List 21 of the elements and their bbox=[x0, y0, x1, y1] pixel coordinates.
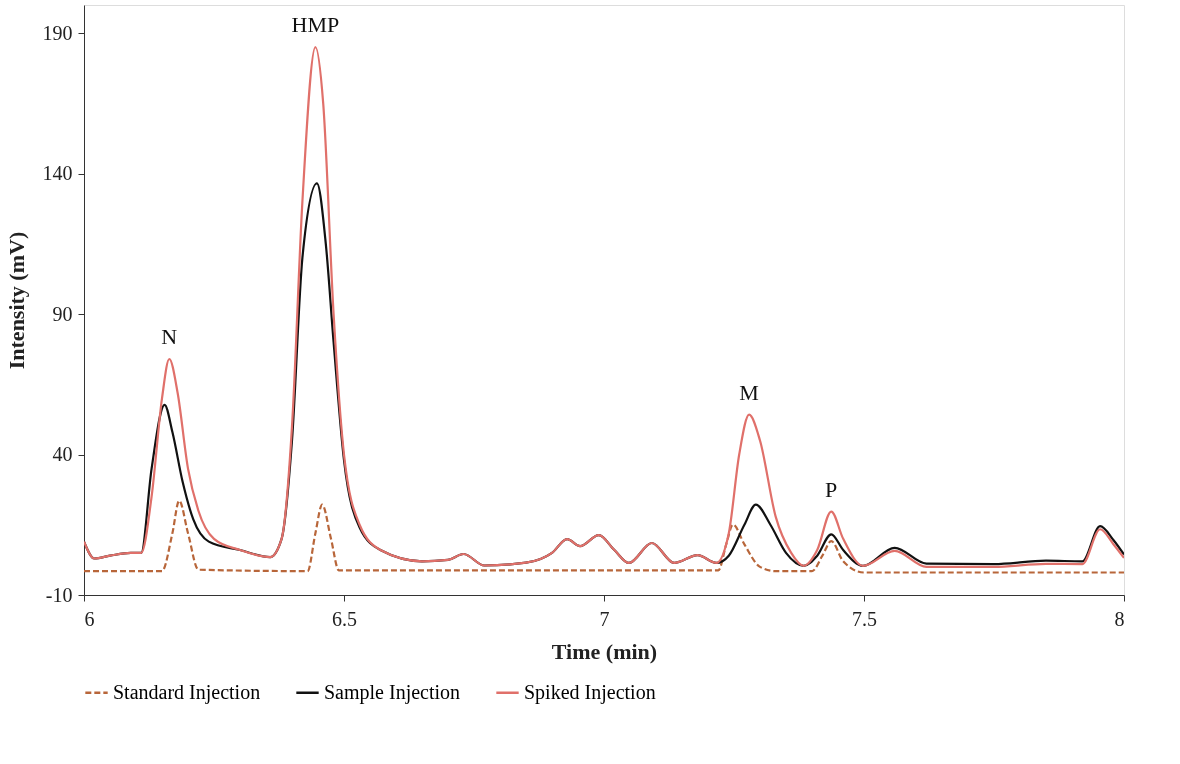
x-tick-label: 6.5 bbox=[332, 607, 357, 630]
y-tick-label: 40 bbox=[52, 443, 73, 466]
annotation: HMP bbox=[291, 12, 340, 38]
x-tick-label: 7 bbox=[599, 607, 610, 630]
legend-label: Spiked Injection bbox=[524, 680, 656, 704]
x-tick-label: 6 bbox=[84, 607, 95, 630]
line-series bbox=[84, 46, 1124, 569]
x-axis-title: Time (min) bbox=[551, 638, 658, 664]
y-tick-label: 140 bbox=[42, 162, 73, 185]
legend-label: Sample Injection bbox=[324, 680, 461, 704]
x-tick-label: 8 bbox=[1114, 607, 1125, 630]
y-axis-title: Intensity (mV) bbox=[3, 231, 29, 370]
x-tick-label: 7.5 bbox=[852, 607, 877, 630]
y-tick-label: -10 bbox=[45, 583, 73, 606]
annotation: M bbox=[739, 379, 759, 405]
y-tick-label: 190 bbox=[42, 21, 73, 44]
annotation: N bbox=[161, 324, 178, 349]
annotation: P bbox=[825, 476, 838, 502]
legend-label: Standard Injection bbox=[113, 680, 261, 704]
line-series bbox=[84, 499, 1124, 574]
y-tick-label: 90 bbox=[52, 302, 73, 325]
